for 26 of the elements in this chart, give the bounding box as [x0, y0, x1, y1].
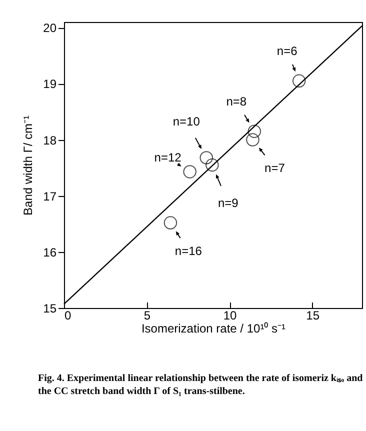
- x-tick-label: 10: [223, 308, 238, 322]
- y-tick-label: 18: [43, 133, 57, 148]
- annotation: n=8: [226, 94, 247, 108]
- point: [183, 165, 196, 178]
- annotation: n=10: [172, 114, 200, 129]
- y-axis-title: Band width Γ/ cm⁻¹: [21, 116, 36, 216]
- point: [246, 133, 260, 146]
- x-tick-label: 5: [144, 308, 151, 322]
- x-tick-label: 0: [64, 308, 72, 322]
- y-tick-label: 17: [43, 189, 57, 204]
- y-tick-label: 19: [43, 77, 57, 92]
- y-tick-label: 20: [43, 21, 57, 36]
- point: [248, 124, 262, 138]
- x-tick-label: 15: [306, 308, 320, 322]
- annotation: n=7: [264, 160, 286, 175]
- annotation: n=6: [276, 44, 298, 58]
- point: [292, 74, 306, 88]
- annotation: n=9: [218, 196, 239, 210]
- y-tick-label: 16: [43, 245, 57, 260]
- point: [164, 216, 178, 230]
- x-axis-title: Isomerization rate / 10¹⁰ s⁻¹: [141, 322, 286, 336]
- point: [200, 151, 213, 164]
- annotation: n=16: [174, 244, 202, 258]
- point: [206, 158, 219, 172]
- caption: Fig. 4. Experimental linear relationship between the rate of isomeriz kᵢₛₒ and the CC stretch band width Γ of S₁ trans-stilbene.: [38, 372, 364, 398]
- annotation: n=12: [154, 150, 182, 165]
